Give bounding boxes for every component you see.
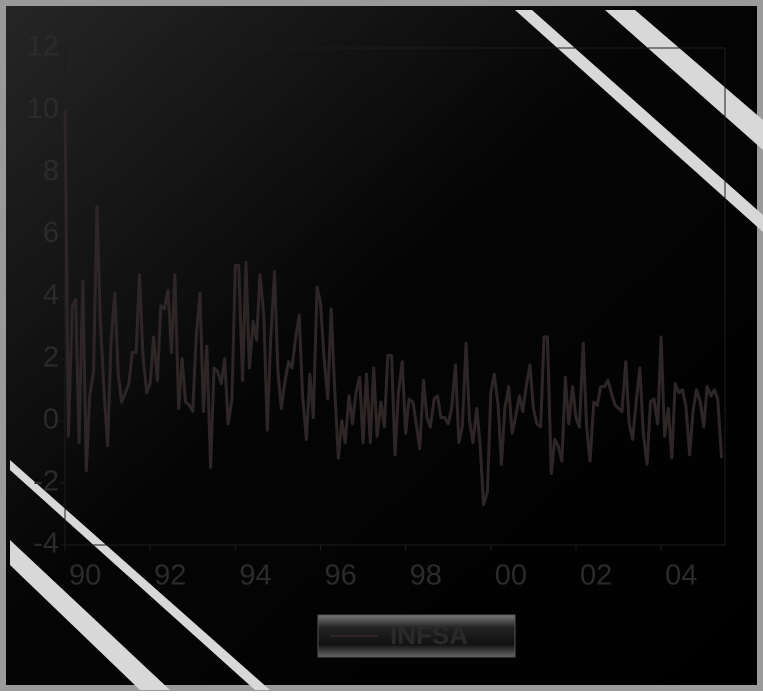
- x-tick-label: 98: [410, 560, 442, 592]
- stripe: [515, 10, 763, 232]
- y-tick-label: -2: [33, 466, 59, 498]
- stripe: [10, 460, 270, 690]
- y-tick-label: 6: [43, 217, 59, 249]
- stripe: [10, 540, 170, 690]
- x-tick-label: 04: [665, 560, 697, 592]
- x-tick-label: 96: [324, 560, 356, 592]
- y-tick-label: 8: [43, 155, 59, 187]
- x-tick-label: 94: [239, 560, 271, 592]
- x-tick-label: 90: [69, 560, 101, 592]
- x-tick-label: 92: [154, 560, 186, 592]
- y-tick-label: -4: [33, 528, 59, 560]
- y-tick-label: 2: [43, 341, 59, 373]
- x-tick-label: 02: [580, 560, 612, 592]
- y-tick-label: 12: [27, 31, 59, 63]
- y-tick-label: 10: [27, 93, 59, 125]
- y-tick-label: 0: [43, 403, 59, 435]
- stripe: [605, 10, 763, 150]
- y-tick-label: 4: [43, 279, 59, 311]
- background: [6, 6, 757, 685]
- x-tick-label: 00: [495, 560, 527, 592]
- legend-label: INFSA: [390, 620, 468, 650]
- data-line: [63, 110, 724, 507]
